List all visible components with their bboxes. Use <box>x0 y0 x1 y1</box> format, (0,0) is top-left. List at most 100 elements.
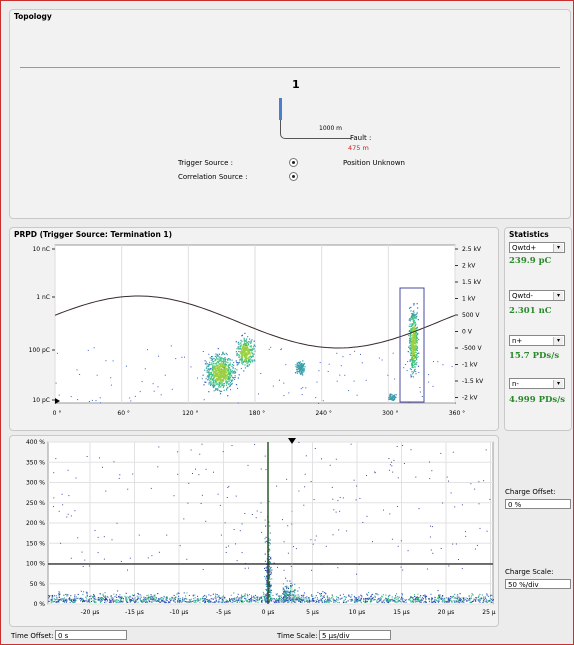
pulse-point <box>411 596 413 598</box>
pulse-point <box>150 594 152 596</box>
pulse-point <box>66 599 68 601</box>
stat-select-3[interactable]: n+ ▾ <box>509 335 565 346</box>
pulse-point <box>453 600 455 602</box>
pulse-point <box>72 601 74 603</box>
pulse-point <box>444 601 446 603</box>
prpd-point <box>214 370 216 372</box>
prpd-point <box>245 343 247 345</box>
pulse-point <box>334 601 336 603</box>
prpd-right-tick-label: -500 V <box>462 345 483 352</box>
prpd-point <box>231 359 233 361</box>
pulse-point <box>404 599 406 601</box>
prpd-point <box>249 354 251 356</box>
pulse-point <box>263 597 265 599</box>
correlation-source-radio[interactable] <box>289 172 298 181</box>
pulse-point <box>48 597 50 599</box>
prpd-point <box>302 367 304 369</box>
pulse-point <box>221 597 223 599</box>
prpd-point <box>235 384 238 386</box>
prpd-point <box>225 364 227 366</box>
pulse-point <box>410 596 412 598</box>
pulse-point <box>156 600 158 602</box>
stat-select-1[interactable]: Qwtd+ ▾ <box>509 242 565 253</box>
pulse-point <box>284 596 286 598</box>
pulse-point <box>323 595 325 597</box>
pulse-point <box>160 598 162 600</box>
pulse-point <box>261 600 263 602</box>
prpd-point <box>413 321 415 323</box>
pulse-point <box>229 599 231 601</box>
prpd-point <box>207 379 209 381</box>
pulse-point <box>132 597 134 599</box>
charge-offset-input[interactable]: 0 % <box>505 499 571 509</box>
prpd-point <box>412 338 414 340</box>
pulse-point <box>440 452 442 454</box>
prpd-point <box>223 366 225 368</box>
prpd-point <box>285 364 287 366</box>
prpd-point <box>221 378 223 381</box>
pulse-point <box>269 586 271 588</box>
prpd-point <box>394 378 396 380</box>
pulse-point <box>332 498 334 500</box>
prpd-point <box>244 364 246 366</box>
pulse-point <box>109 599 111 601</box>
pulse-point <box>438 596 440 598</box>
pulse-point <box>91 600 93 602</box>
pulse-point <box>356 601 358 603</box>
pulse-chart[interactable]: 400 %350 %300 %250 %200 %150 %100 %50 %0… <box>10 436 496 624</box>
pulse-point <box>265 540 267 542</box>
prpd-point <box>409 348 411 350</box>
pulse-point <box>312 599 314 601</box>
prpd-point <box>360 353 361 355</box>
pulse-point <box>117 601 119 603</box>
prpd-point <box>248 357 250 359</box>
pulse-point <box>99 598 101 600</box>
cable-line[interactable] <box>280 120 351 139</box>
prpd-point <box>201 378 203 380</box>
pulse-point <box>477 597 479 599</box>
pulse-point <box>490 599 492 601</box>
pulse-point <box>262 595 264 597</box>
prpd-point <box>414 335 416 337</box>
prpd-point <box>416 348 418 350</box>
pulse-point <box>485 449 487 451</box>
time-scale-input[interactable]: 5 µs/div <box>319 630 391 640</box>
pulse-point <box>94 600 96 602</box>
pulse-point <box>77 537 79 539</box>
time-offset-input[interactable]: 0 s <box>55 630 127 640</box>
pulse-point <box>150 597 152 599</box>
pulse-point <box>212 601 214 603</box>
pulse-point <box>142 599 144 601</box>
pulse-point <box>353 479 355 481</box>
prpd-point <box>302 364 304 366</box>
chevron-down-icon: ▾ <box>553 380 563 388</box>
cable-termination[interactable] <box>279 98 282 120</box>
prpd-point <box>416 349 418 351</box>
pulse-point <box>264 560 266 562</box>
pulse-point <box>448 598 450 600</box>
stat-select-2[interactable]: Qwtd- ▾ <box>509 290 565 301</box>
charge-scale-input[interactable]: 50 %/div <box>505 579 571 589</box>
pulse-point <box>114 600 116 602</box>
pulse-point <box>292 590 294 592</box>
pulse-point <box>293 600 295 602</box>
prpd-point <box>415 373 417 375</box>
pulse-point <box>344 601 346 603</box>
pulse-point <box>305 598 307 600</box>
pulse-point <box>469 601 471 603</box>
pulse-point <box>70 595 72 597</box>
prpd-point <box>236 364 238 366</box>
pulse-point <box>120 560 122 562</box>
prpd-point <box>222 363 224 365</box>
trigger-source-radio[interactable] <box>289 158 298 167</box>
stat-select-4[interactable]: n- ▾ <box>509 378 565 389</box>
pulse-point <box>331 597 333 599</box>
pulse-point <box>313 597 315 599</box>
pulse-point <box>139 594 141 596</box>
pulse-point <box>129 557 131 559</box>
pulse-point <box>428 597 430 599</box>
pulse-point <box>302 599 304 601</box>
pulse-point <box>292 595 294 597</box>
pulse-point <box>101 599 103 601</box>
